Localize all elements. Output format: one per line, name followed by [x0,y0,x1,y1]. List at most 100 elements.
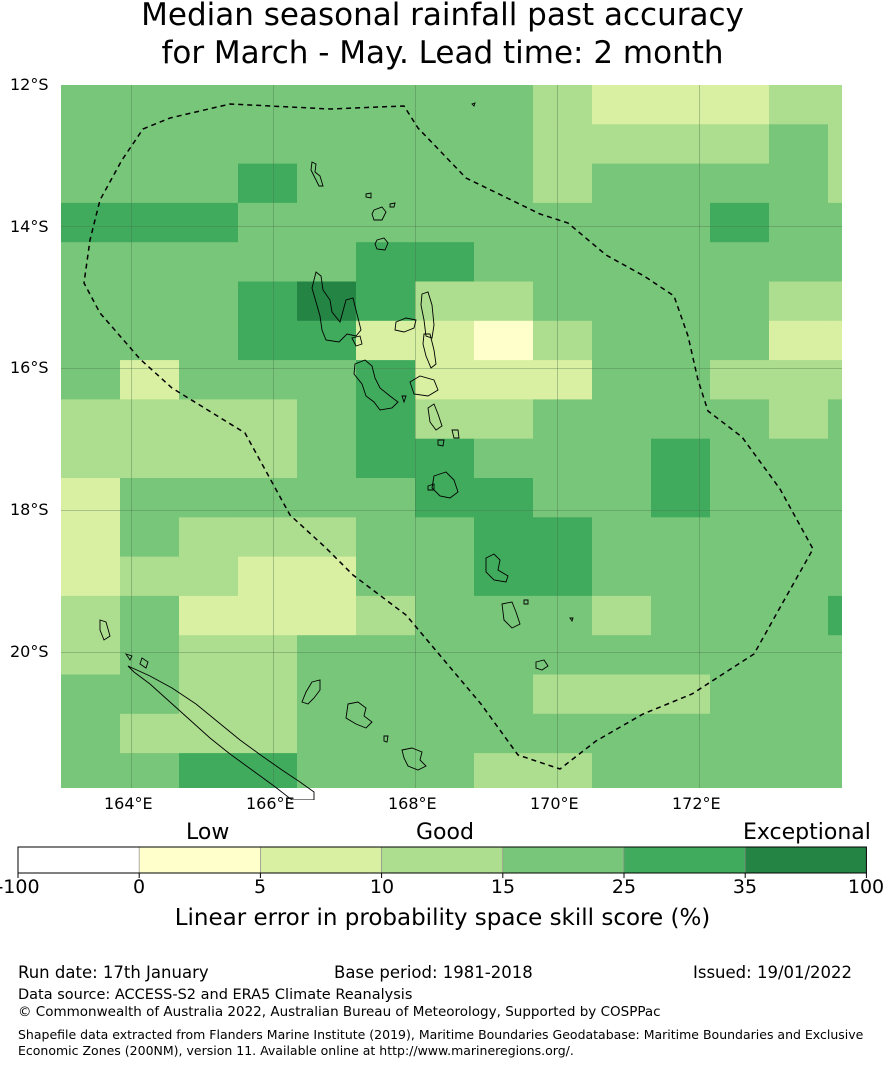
skill-cell [356,360,416,400]
skill-cell [179,753,239,788]
skill-cell [710,556,770,597]
skill-cell [356,713,416,754]
skill-cell [769,595,829,636]
island-outline [351,335,363,347]
skill-cell [651,595,711,636]
skill-cell [533,242,593,282]
skill-cell [179,635,239,675]
skill-cell [297,124,357,165]
island-outline [124,653,133,661]
skill-cell [769,753,829,788]
skill-cell [297,635,357,675]
skill-cell [828,85,842,125]
skill-cell [474,242,534,282]
skill-cell [651,438,711,479]
legend-tick: 10 [369,876,395,898]
island-outline [383,735,389,743]
skill-cell [179,85,239,125]
skill-cell [297,753,357,788]
skill-cell [651,360,711,400]
skill-cell [651,753,711,788]
skill-cell [651,713,711,754]
skill-cell [769,360,829,400]
lon-label: 168°E [388,794,437,813]
skill-cell [592,320,652,361]
lat-label: 18°S [10,500,49,519]
skill-cell [179,202,239,243]
skill-cell [238,517,298,558]
colorbar-swatch [744,846,867,874]
colorbar-swatch [502,846,625,874]
skill-cell [533,595,593,636]
legend-category-good: Good [416,820,474,845]
colorbar-swatch [17,846,140,874]
skill-cell [356,753,416,788]
skill-cell [415,595,475,636]
skill-cell [474,163,534,204]
skill-cell [533,202,593,243]
skill-cell [651,320,711,361]
skill-cell [238,635,298,675]
skill-cell [651,85,711,125]
map-title-line-2: for March - May. Lead time: 2 month [161,35,724,71]
data-source: Data source: ACCESS-S2 and ERA5 Climate … [18,987,413,1003]
skill-cell [828,556,842,597]
skill-cell [533,399,593,440]
island-outline [374,237,389,251]
skill-cell [356,399,416,440]
skill-cell [179,281,239,322]
skill-cell [474,635,534,675]
skill-cell [120,399,180,440]
lon-label: 164°E [104,794,153,813]
skill-cell [710,517,770,558]
skill-cell [533,124,593,165]
skill-cell [61,124,121,165]
skill-cell [120,556,180,597]
skill-cell [61,360,121,400]
skill-cell [238,163,298,204]
skill-cell [356,635,416,675]
skill-cell [356,281,416,322]
lat-label: 14°S [10,217,49,236]
skill-cell [651,478,711,518]
island-outline [389,202,396,208]
skill-cell [533,85,593,125]
skill-cell [710,124,770,165]
colorbar-swatch [138,846,261,874]
skill-cell [297,399,357,440]
skill-cell [710,753,770,788]
lon-label: 170°E [530,794,579,813]
skill-cell [828,674,842,715]
skill-cell [769,399,829,440]
skill-cell [61,635,121,675]
shapefile-credit-line-1: Shapefile data extracted from Flanders M… [18,1027,864,1042]
skill-cell [297,320,357,361]
skill-cell [415,281,475,322]
skill-cell [179,713,239,754]
skill-cell [61,202,121,243]
skill-cell [238,674,298,715]
island-outline [427,403,443,431]
skill-cell [769,478,829,518]
lon-label: 172°E [672,794,721,813]
skill-cell [238,556,298,597]
skill-cell [179,517,239,558]
skill-cell [710,399,770,440]
skill-cell [828,635,842,675]
skill-cell [179,124,239,165]
skill-cell [120,320,180,361]
skill-cell [415,753,475,788]
skill-cell [61,674,121,715]
graticule [61,85,842,788]
skill-score-grid [61,85,842,788]
island-outline [422,333,437,369]
skill-cell [828,478,842,518]
skill-cell [61,85,121,125]
skill-cell [828,438,842,479]
skill-cell [356,124,416,165]
skill-cell [120,360,180,400]
skill-cell [415,635,475,675]
island-outline [311,271,362,343]
skill-cell [297,360,357,400]
island-outline [345,701,373,729]
